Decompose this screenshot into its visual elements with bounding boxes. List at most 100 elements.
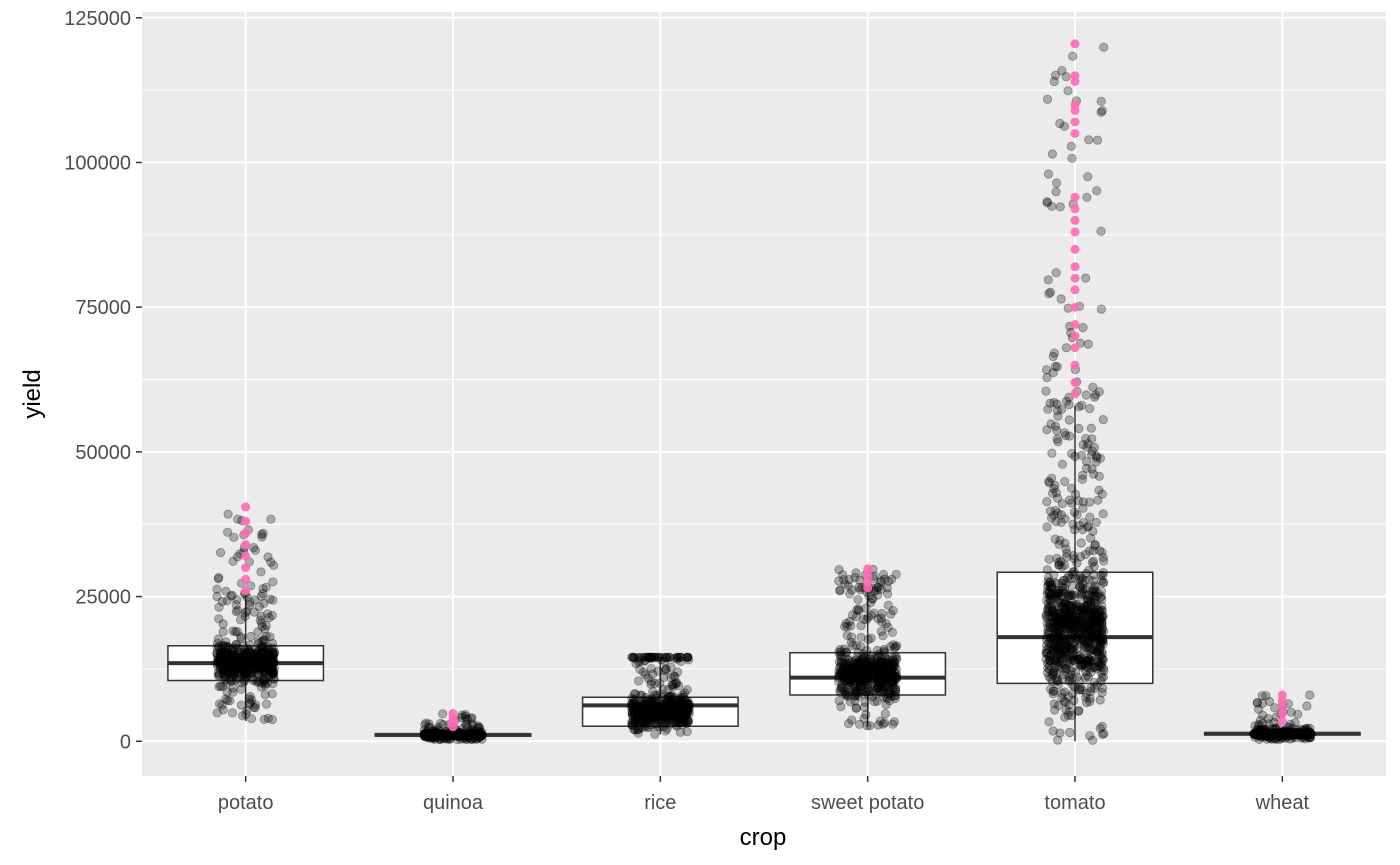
jitter-point bbox=[469, 729, 480, 739]
jitter-point bbox=[225, 669, 236, 679]
jitter-point bbox=[1067, 628, 1077, 638]
jitter-point bbox=[429, 728, 439, 739]
jitter-point bbox=[268, 647, 278, 658]
jitter-point bbox=[422, 731, 432, 741]
jitter-point bbox=[453, 730, 463, 740]
jitter-point bbox=[236, 700, 246, 710]
jitter-point bbox=[436, 730, 446, 740]
box-body bbox=[996, 571, 1154, 685]
jitter-point bbox=[251, 657, 262, 667]
jitter-point bbox=[245, 691, 255, 702]
jitter-point bbox=[269, 648, 280, 658]
jitter-point bbox=[887, 627, 898, 638]
jitter-point bbox=[226, 646, 236, 656]
jitter-point bbox=[220, 641, 230, 651]
jitter-point bbox=[238, 659, 249, 669]
jitter-point bbox=[1042, 372, 1052, 383]
jitter-point bbox=[261, 657, 271, 668]
jitter-point bbox=[225, 674, 235, 684]
jitter-point bbox=[268, 657, 278, 668]
jitter-point bbox=[237, 663, 247, 673]
jitter-point bbox=[1042, 94, 1053, 104]
jitter-point bbox=[474, 733, 484, 743]
jitter-point bbox=[472, 730, 482, 740]
jitter-point bbox=[661, 664, 671, 674]
jitter-point bbox=[231, 651, 241, 662]
jitter-point bbox=[428, 726, 438, 736]
jitter-point bbox=[436, 730, 446, 740]
jitter-point bbox=[472, 730, 482, 740]
jitter-point bbox=[1064, 707, 1075, 717]
outlier-point bbox=[241, 586, 251, 596]
jitter-point bbox=[860, 697, 870, 707]
jitter-point bbox=[216, 547, 226, 558]
jitter-point bbox=[237, 655, 247, 666]
jitter-point bbox=[268, 651, 278, 661]
jitter-point bbox=[267, 654, 278, 664]
jitter-point bbox=[868, 686, 879, 697]
jitter-point bbox=[214, 614, 224, 624]
jitter-point bbox=[223, 664, 233, 674]
jitter-point bbox=[1085, 731, 1095, 741]
jitter-point bbox=[1046, 651, 1056, 661]
jitter-point bbox=[457, 730, 467, 740]
box-potato bbox=[167, 593, 325, 722]
jitter-point bbox=[451, 730, 461, 740]
jitter-point bbox=[854, 719, 865, 729]
jitter-point bbox=[436, 729, 446, 739]
jitter-point bbox=[477, 731, 487, 741]
jitter-point bbox=[212, 658, 222, 668]
jitter-point bbox=[231, 654, 241, 664]
jitter-point bbox=[853, 594, 863, 605]
jitter-point bbox=[218, 657, 228, 667]
jitter-point bbox=[431, 730, 441, 740]
jitter-point bbox=[1050, 663, 1060, 674]
jitter-point bbox=[260, 668, 270, 679]
jitter-point bbox=[215, 663, 225, 674]
jitter-point bbox=[473, 730, 484, 740]
jitter-point bbox=[221, 657, 231, 667]
jitter-point bbox=[843, 581, 853, 591]
jitter-point bbox=[1090, 392, 1100, 402]
jitter-point bbox=[430, 726, 440, 736]
jitter-point bbox=[241, 669, 251, 680]
jitter-point bbox=[254, 662, 264, 673]
jitter-point bbox=[261, 631, 271, 641]
jitter-point bbox=[228, 672, 238, 682]
jitter-point bbox=[248, 676, 258, 686]
jitter-point bbox=[257, 648, 267, 659]
jitter-point bbox=[235, 654, 245, 664]
jitter-point bbox=[438, 731, 448, 741]
jitter-point bbox=[238, 662, 248, 672]
jitter-point bbox=[443, 731, 453, 741]
box-body bbox=[581, 696, 739, 727]
jitter-point bbox=[1081, 692, 1091, 703]
jitter-point bbox=[246, 631, 256, 642]
jitter-point bbox=[462, 730, 472, 740]
outlier-point bbox=[1070, 331, 1080, 341]
jitter-point bbox=[421, 718, 431, 728]
jitter-point bbox=[428, 729, 439, 740]
jitter-point bbox=[440, 734, 450, 744]
jitter-point bbox=[248, 660, 258, 670]
jitter-point bbox=[234, 667, 244, 677]
jitter-point bbox=[1052, 178, 1062, 188]
jitter-point bbox=[1049, 510, 1059, 520]
jitter-point bbox=[246, 663, 256, 674]
jitter-point bbox=[834, 696, 844, 706]
jitter-point bbox=[431, 726, 441, 736]
jitter-point bbox=[264, 661, 275, 671]
jitter-point bbox=[1060, 663, 1071, 674]
jitter-point bbox=[423, 730, 433, 740]
jitter-point bbox=[259, 598, 269, 609]
jitter-point bbox=[219, 669, 229, 680]
jitter-point bbox=[1043, 169, 1054, 179]
jitter-point bbox=[229, 664, 240, 674]
jitter-point bbox=[1258, 730, 1268, 740]
jitter-point bbox=[268, 673, 279, 683]
jitter-point bbox=[1057, 631, 1067, 641]
jitter-point bbox=[267, 664, 277, 675]
jitter-point bbox=[212, 584, 222, 594]
jitter-point bbox=[472, 731, 482, 741]
outlier-point bbox=[1070, 262, 1080, 272]
